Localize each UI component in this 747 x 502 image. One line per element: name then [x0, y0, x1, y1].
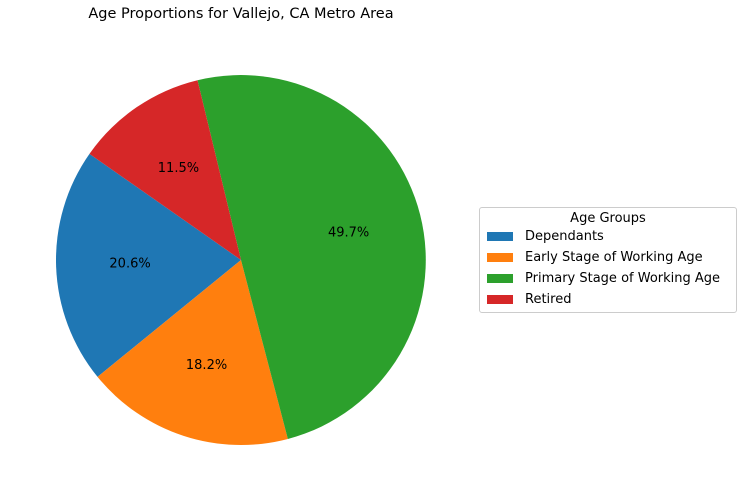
slice-percent-label: 11.5% [158, 161, 199, 176]
legend-item-dependants: Dependants [480, 226, 736, 247]
legend-title: Age Groups [570, 211, 646, 226]
slice-percent-label: 20.6% [109, 257, 150, 272]
legend-swatch [487, 274, 513, 283]
pie-slice-primary-stage-of-working-age [197, 75, 426, 439]
legend: Age Groups Dependants Early Stage of Wor… [479, 207, 737, 313]
legend-item-primary-stage: Primary Stage of Working Age [480, 268, 736, 289]
legend-swatch [487, 295, 513, 304]
pie-chart: 20.6% 18.2% 49.7% 11.5% [55, 75, 426, 446]
legend-label: Dependants [525, 229, 604, 244]
legend-item-early-stage: Early Stage of Working Age [480, 247, 736, 268]
pie-slice-early-stage-of-working-age [97, 260, 288, 446]
pie-slice-retired [89, 80, 242, 260]
legend-item-retired: Retired [480, 289, 736, 310]
legend-swatch [487, 253, 513, 262]
legend-label: Retired [525, 292, 572, 307]
legend-label: Primary Stage of Working Age [525, 271, 721, 286]
slice-percent-label: 49.7% [328, 225, 369, 240]
legend-swatch [487, 232, 513, 241]
pie-slice-dependants [55, 153, 242, 377]
chart-title: Age Proportions for Vallejo, CA Metro Ar… [88, 6, 394, 22]
legend-label: Early Stage of Working Age [525, 250, 703, 265]
slice-percent-label: 18.2% [186, 358, 227, 373]
